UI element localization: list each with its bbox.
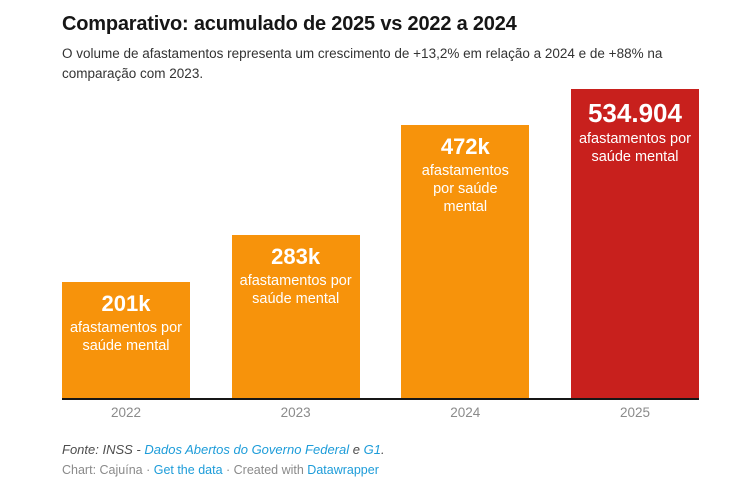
bar-sub-label: afastamentos por saúde mental bbox=[578, 131, 691, 166]
bar-2023: 283k afastamentos por saúde mental bbox=[231, 235, 360, 399]
attribution-line: Chart: Cajuína · Get the data · Created … bbox=[62, 462, 697, 480]
bar-chart: 201k afastamentos por saúde mental 283k afas… bbox=[62, 89, 699, 420]
bar-2024: 472k afastamentos por saúde mental bbox=[401, 125, 530, 399]
x-axis-label-2024: 2024 bbox=[450, 405, 481, 421]
source-mid: e bbox=[349, 442, 364, 458]
source-suffix: . bbox=[380, 442, 385, 458]
x-axis-label-2025: 2025 bbox=[619, 405, 650, 421]
attribution-prefix: Chart: Cajuína · bbox=[62, 463, 154, 478]
bar-value-label: 201k bbox=[101, 291, 151, 317]
source-prefix: Fonte: INSS - bbox=[62, 442, 145, 458]
x-axis-label-2022: 2022 bbox=[110, 405, 142, 421]
x-axis-labels: 2022 2023 2024 2025 bbox=[62, 405, 699, 420]
plot-area: 201k afastamentos por saúde mental 283k afas… bbox=[62, 89, 699, 401]
attribution-mid: · Created with bbox=[222, 463, 308, 478]
source-link-dados-abertos[interactable]: Dados Abertos do Governo Federal bbox=[144, 442, 350, 458]
bar-sub-label: afastamentos por saúde mental bbox=[421, 162, 509, 215]
bar-value-label: 472k bbox=[440, 134, 490, 160]
bar-value-label: 283k bbox=[271, 244, 321, 270]
bar-sub-label: afastamentos por saúde mental bbox=[239, 272, 352, 307]
get-the-data-link[interactable]: Get the data bbox=[153, 463, 223, 478]
bar-2022: 201k afastamentos por saúde mental bbox=[62, 282, 190, 399]
x-axis-label-2023: 2023 bbox=[280, 405, 311, 421]
page-title: Comparativo: acumulado de 2025 vs 2022 a… bbox=[62, 13, 517, 35]
bar-value-label: 534.904 bbox=[587, 98, 682, 129]
datawrapper-link[interactable]: Datawrapper bbox=[307, 463, 379, 478]
bar-sub-label: afastamentos por saúde mental bbox=[69, 319, 183, 354]
source-line: Fonte: INSS - Dados Abertos do Governo F… bbox=[62, 441, 697, 459]
bar-2025: 534.904 afastamentos por saúde mental bbox=[570, 89, 699, 399]
chart-description: O volume de afastamentos representa um c… bbox=[62, 46, 663, 81]
source-link-g1[interactable]: G1 bbox=[363, 442, 381, 458]
chart-footer: Fonte: INSS - Dados Abertos do Governo F… bbox=[62, 441, 697, 480]
